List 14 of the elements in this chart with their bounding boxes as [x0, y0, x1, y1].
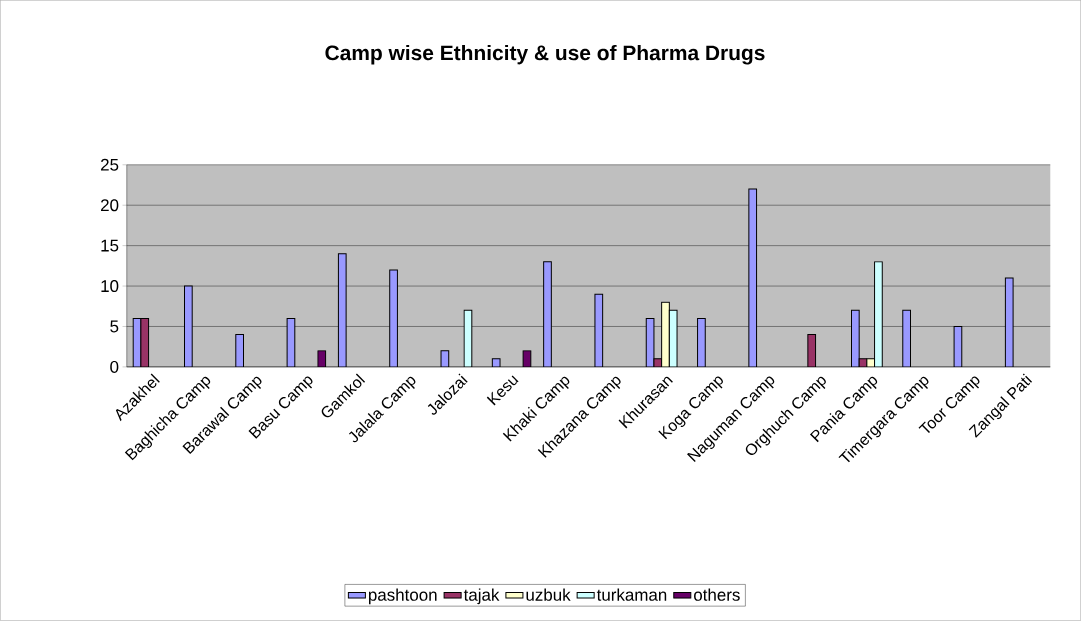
legend-label: turkaman: [596, 588, 667, 601]
y-tick-label: 0: [110, 361, 119, 374]
y-tick-label: 25: [101, 158, 119, 171]
y-tick-label: 15: [101, 239, 119, 252]
y-tick-label: 10: [101, 280, 119, 293]
chart-title: Camp wise Ethnicity & use of Pharma Drugs: [325, 45, 765, 65]
legend-label: pashtoon: [368, 588, 437, 605]
y-tick-label: 20: [101, 199, 119, 212]
legend-label: uzbuk: [526, 588, 571, 601]
legend-label: others: [694, 588, 740, 601]
y-tick-label: 5: [110, 320, 119, 333]
bar: [543, 261, 552, 368]
bar: [874, 261, 883, 368]
legend-label: tajak: [463, 588, 500, 605]
